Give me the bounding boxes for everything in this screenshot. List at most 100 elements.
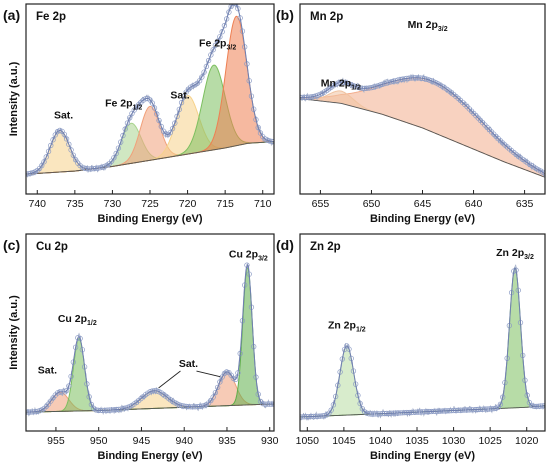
data-marker	[50, 137, 56, 143]
data-marker	[328, 407, 334, 413]
data-marker	[122, 126, 128, 132]
x-tick-label: 935	[218, 435, 236, 447]
envelope-line	[26, 263, 274, 413]
data-marker	[70, 152, 76, 158]
data-marker	[210, 47, 216, 53]
data-marker	[203, 63, 210, 70]
panel-label: (d)	[276, 237, 294, 253]
data-marker	[208, 52, 214, 58]
data-marker	[113, 150, 119, 157]
peak-fill-1	[26, 392, 274, 413]
data-marker	[127, 115, 133, 121]
data-marker	[235, 5, 241, 12]
panel-title: Zn 2p	[310, 241, 341, 253]
peak-annotation: Sat.	[170, 90, 189, 102]
background-line	[26, 141, 274, 175]
data-marker	[230, 4, 236, 6]
data-marker	[172, 120, 178, 126]
data-marker	[357, 400, 363, 407]
y-axis-label: Intensity (a.u.)	[8, 61, 20, 136]
data-marker	[344, 80, 350, 86]
data-marker	[124, 120, 131, 126]
envelope-line	[300, 266, 545, 418]
panel-title: Cu 2p	[36, 241, 68, 253]
data-marker	[39, 162, 45, 169]
peak-annotation: Fe 2p3/2	[199, 37, 236, 51]
y-axis-label: Intensity (a.u.)	[8, 295, 20, 370]
data-marker	[223, 369, 230, 375]
xps-panel-4: 1050 1045 1040 1035 1030 1025 1020 Binding Ener…	[276, 233, 546, 462]
x-tick-label: 725	[141, 198, 159, 210]
data-marker	[66, 141, 72, 147]
x-tick-label: 1040	[369, 435, 393, 447]
data-marker	[156, 117, 162, 124]
plot-area	[300, 264, 545, 421]
data-marker	[233, 376, 239, 382]
x-tick-label: 715	[216, 198, 234, 210]
data-marker	[61, 131, 67, 137]
panel-title: Mn 2p	[310, 11, 343, 23]
peak-annotation: Mn 2p3/2	[408, 19, 448, 33]
x-tick-label: 1035	[405, 435, 429, 447]
plot-area	[26, 4, 274, 178]
data-marker	[346, 346, 352, 352]
satellite-arrow	[158, 370, 181, 389]
data-marker	[43, 154, 49, 160]
satellite-arrow	[196, 370, 221, 378]
data-marker	[120, 132, 126, 139]
x-axis-label: Binding Energy (eV)	[370, 450, 475, 462]
envelope-line	[300, 77, 545, 174]
peak-annotation: Zn 2p1/2	[328, 319, 366, 333]
peak-fill-3	[26, 106, 274, 175]
data-marker	[158, 123, 164, 130]
x-tick-label: 635	[516, 198, 534, 210]
data-marker	[151, 105, 158, 111]
panel-label: (a)	[3, 7, 20, 23]
data-marker	[214, 38, 221, 44]
x-axis-label: Binding Energy (eV)	[97, 450, 202, 462]
data-marker	[181, 94, 187, 100]
x-tick-label: 730	[104, 198, 122, 210]
data-marker	[212, 42, 219, 48]
data-marker	[167, 129, 173, 136]
x-axis-label: Binding Energy (eV)	[370, 213, 475, 225]
data-marker	[199, 74, 205, 80]
background-line	[26, 403, 274, 413]
data-marker	[68, 147, 74, 153]
peak-fill-1	[26, 130, 274, 175]
data-marker	[497, 401, 504, 407]
data-marker	[45, 148, 52, 155]
panel-title: Fe 2p	[36, 11, 66, 23]
xps-panel-1: 740 735 730 725 720 715 710 Binding Energy (eV)…	[3, 3, 275, 225]
peak-fill-6	[26, 16, 274, 175]
data-markers	[300, 75, 545, 177]
peak-annotation: Cu 2p1/2	[58, 313, 97, 327]
peak-annotation: Zn 2p3/2	[496, 247, 534, 261]
data-marker	[219, 29, 225, 35]
plot-area	[26, 262, 274, 417]
data-marker	[48, 142, 54, 149]
data-marker	[196, 78, 203, 84]
data-marker	[217, 379, 223, 385]
data-marker	[330, 402, 337, 408]
data-marker	[122, 405, 128, 411]
data-marker	[255, 124, 261, 131]
data-marker	[176, 106, 182, 113]
data-marker	[99, 164, 106, 170]
peak-fill-2	[300, 267, 545, 417]
peak-fill-2	[300, 90, 545, 178]
data-marker	[178, 100, 185, 106]
plot-frame	[25, 233, 275, 432]
data-marker	[154, 111, 160, 117]
data-marker	[88, 401, 95, 408]
x-tick-label: 955	[47, 435, 65, 447]
x-tick-label: 640	[465, 198, 483, 210]
data-marker	[63, 388, 70, 394]
data-marker	[233, 4, 239, 7]
x-tick-label: 655	[312, 198, 330, 210]
panel-label: (c)	[3, 237, 20, 253]
xps-panel-2: 655 650 645 640 635 Binding Energy (eV) (b) Mn …	[276, 3, 546, 225]
x-tick-label: 735	[66, 198, 84, 210]
x-axis-label: Binding Energy (eV)	[97, 213, 202, 225]
